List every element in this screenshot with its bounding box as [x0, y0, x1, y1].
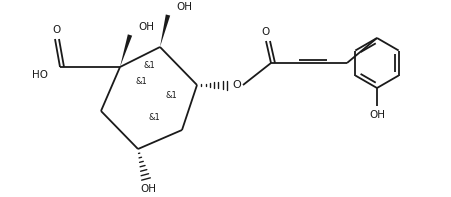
Text: HO: HO	[32, 70, 48, 80]
Text: &1: &1	[148, 113, 160, 123]
Text: OH: OH	[138, 22, 154, 32]
Text: O: O	[261, 27, 270, 37]
Text: OH: OH	[140, 184, 156, 194]
Text: OH: OH	[368, 110, 384, 120]
Text: &1: &1	[136, 76, 147, 85]
Text: OH: OH	[175, 2, 192, 12]
Text: &1: &1	[143, 60, 155, 70]
Polygon shape	[120, 34, 132, 67]
Polygon shape	[160, 14, 170, 47]
Text: O: O	[231, 80, 240, 90]
Text: &1: &1	[165, 90, 177, 99]
Text: O: O	[53, 25, 61, 35]
